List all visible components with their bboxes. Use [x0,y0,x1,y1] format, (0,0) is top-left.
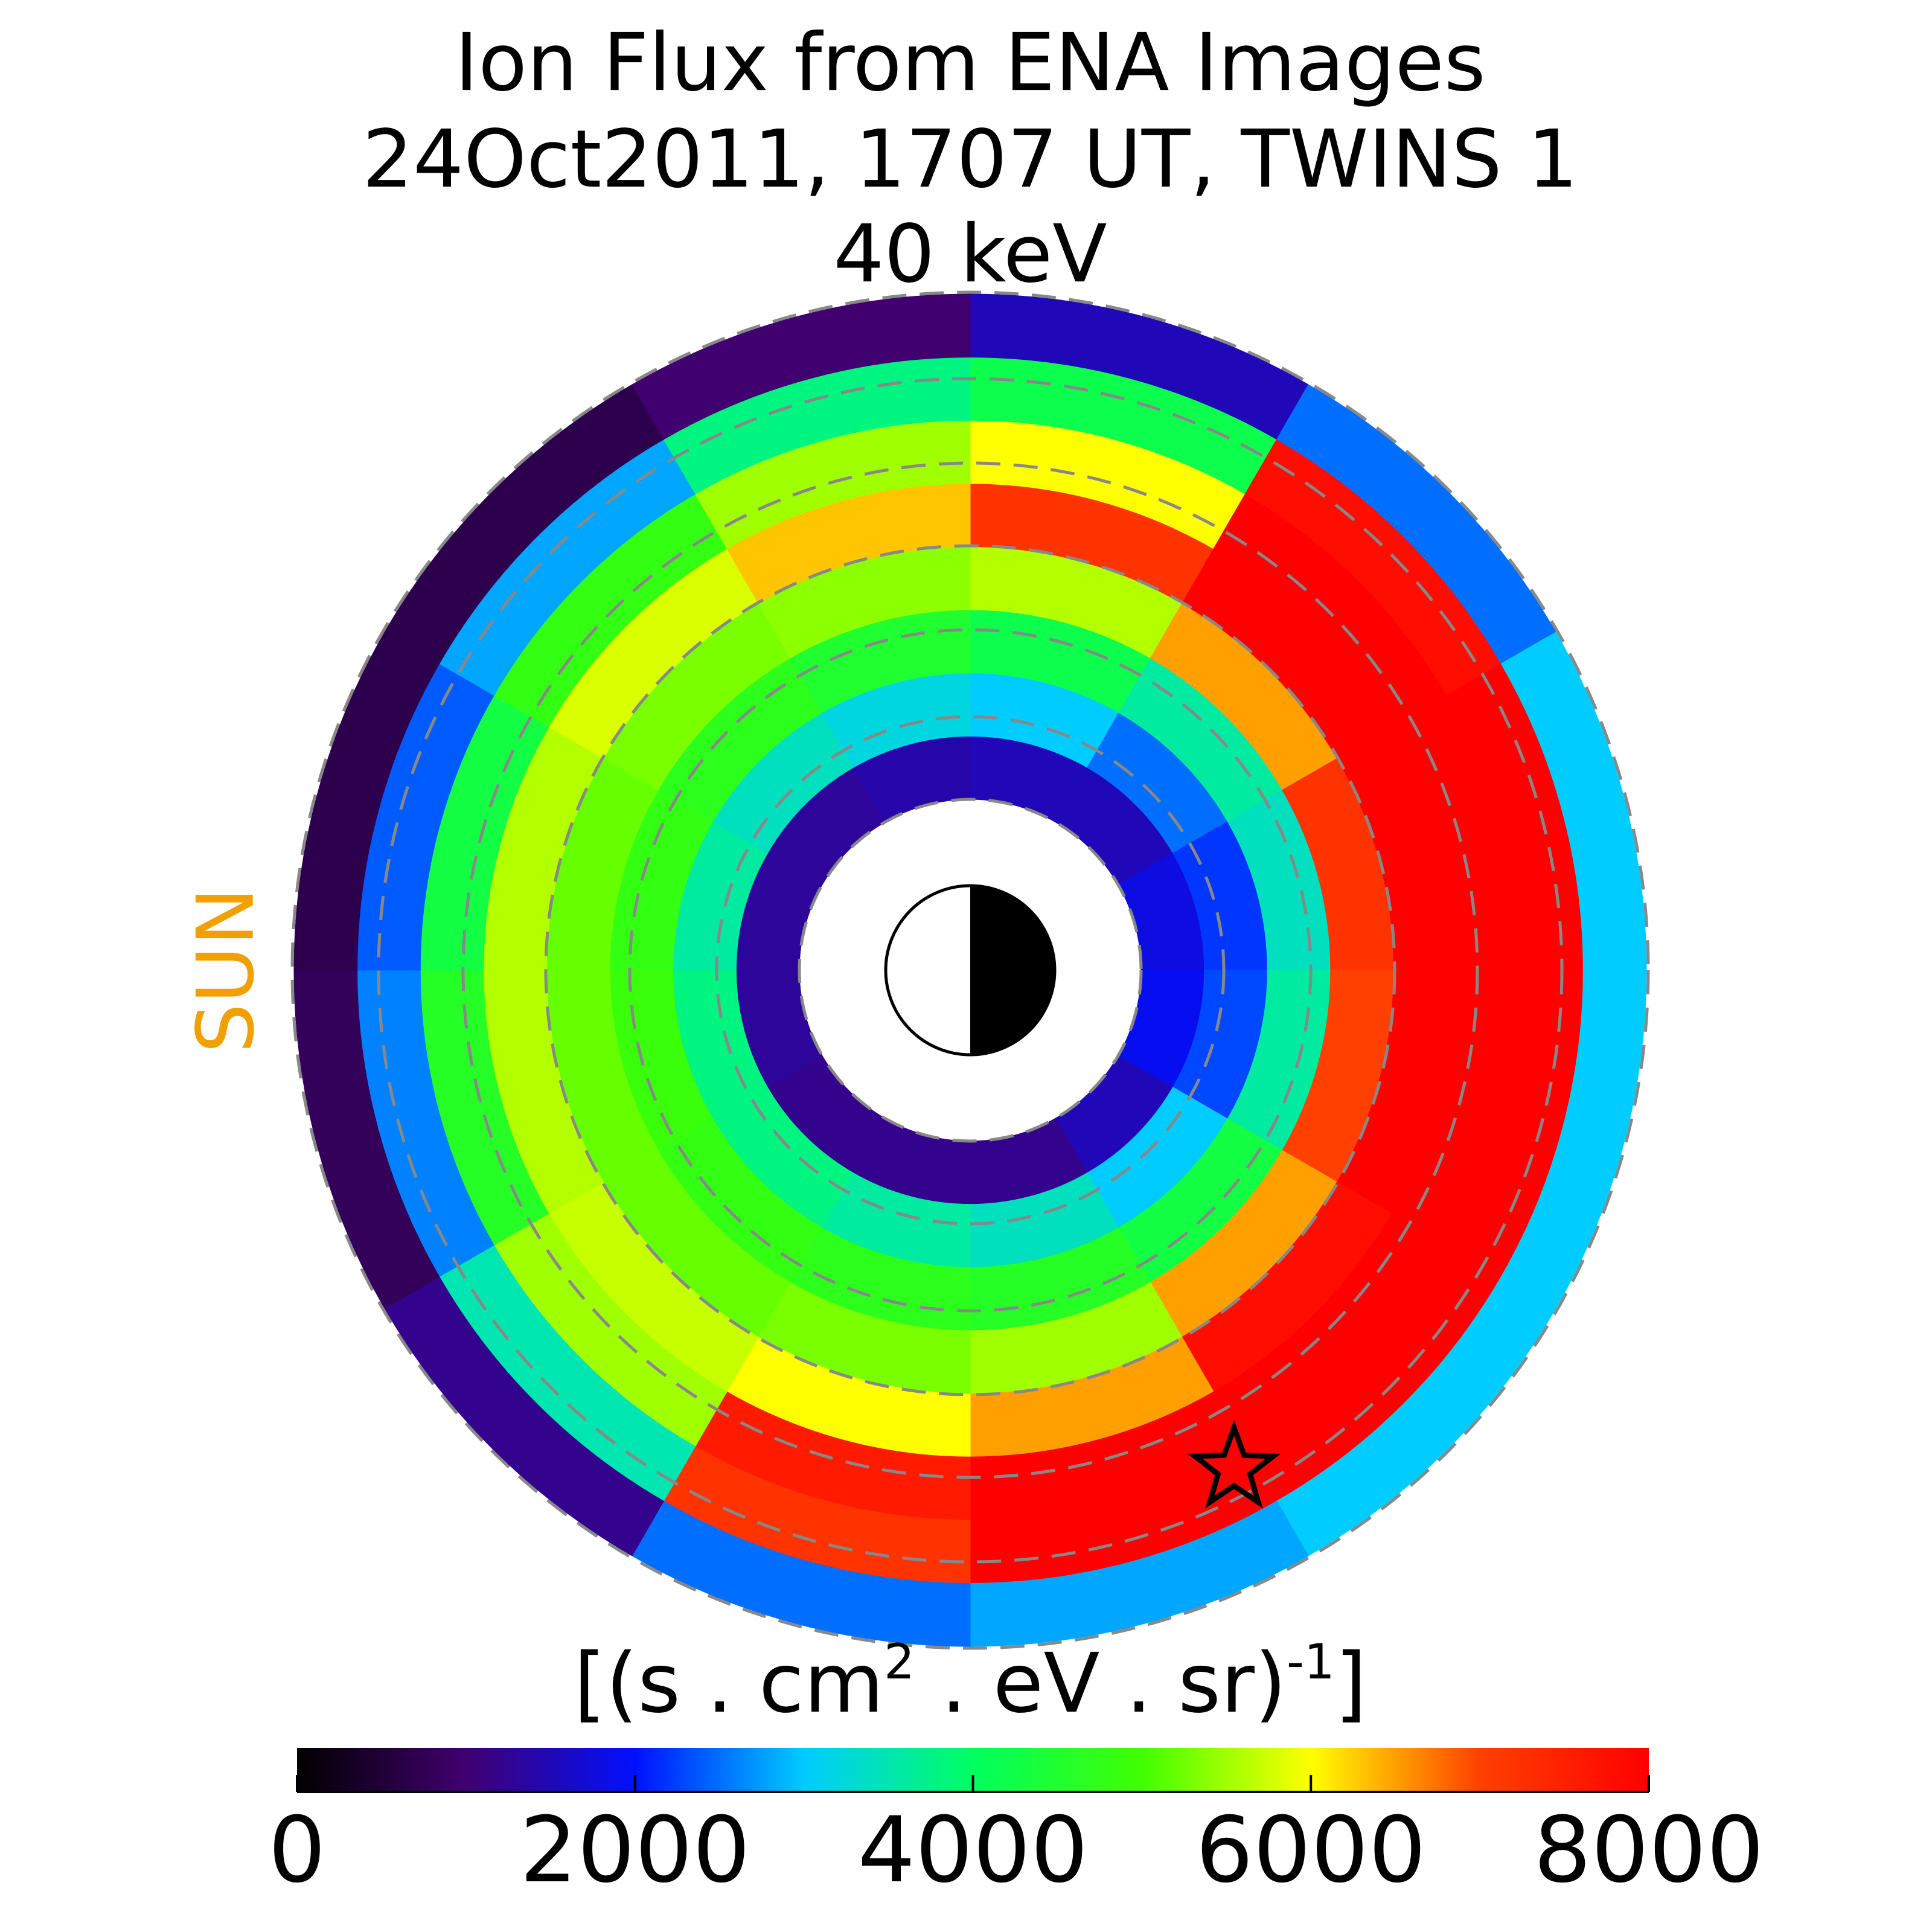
colorbar-ticks: 0 2000 4000 6000 8000 [268,1775,1764,1903]
label-superscript: -1 [1287,1634,1335,1690]
dashed-ring [798,798,1143,1143]
label-part: . eV . sr) [915,1636,1287,1732]
star [1187,1419,1281,1509]
label-superscript: 2 [884,1634,915,1690]
earth-night [970,886,1055,1055]
label-part: ] [1335,1636,1367,1732]
flux-cell [632,293,971,440]
overlay [290,290,1650,1650]
label-part: [(s . cm [574,1636,884,1732]
dashed-ring [377,377,1564,1564]
dashed-ring [628,628,1313,1313]
sun-label: SUN [180,888,272,1054]
colorbar-tick-label: 6000 [1195,1798,1426,1903]
colorbar-label: [(s . cm2 . eV . sr)-1] [574,1634,1367,1732]
title-line: 24Oct2011, 1707 UT, TWINS 1 [362,113,1578,206]
colorbar-tick-label: 4000 [858,1798,1089,1903]
dashed-ring [461,461,1479,1479]
dashed-ring [715,715,1226,1226]
dashed-ring [290,290,1650,1650]
dashed-ring [544,544,1396,1396]
title-line: Ion Flux from ENA Images [455,16,1485,109]
colorbar-tick-label: 0 [268,1798,325,1903]
colorbar-tick-label: 2000 [520,1798,750,1903]
colorbar-tick-label: 8000 [1534,1798,1764,1903]
title-line: 40 keV [833,208,1107,301]
